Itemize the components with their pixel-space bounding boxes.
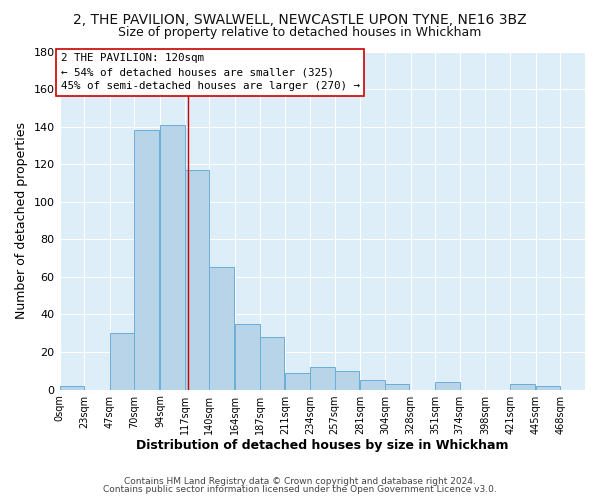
Bar — [310, 367, 335, 390]
Text: Size of property relative to detached houses in Whickham: Size of property relative to detached ho… — [118, 26, 482, 39]
Bar — [209, 268, 234, 390]
X-axis label: Distribution of detached houses by size in Whickham: Distribution of detached houses by size … — [136, 440, 509, 452]
Text: 2, THE PAVILION, SWALWELL, NEWCASTLE UPON TYNE, NE16 3BZ: 2, THE PAVILION, SWALWELL, NEWCASTLE UPO… — [73, 12, 527, 26]
Bar — [510, 384, 535, 390]
Bar — [110, 333, 134, 390]
Bar — [260, 337, 284, 390]
Y-axis label: Number of detached properties: Number of detached properties — [15, 122, 28, 319]
Bar — [185, 170, 209, 390]
Text: Contains HM Land Registry data © Crown copyright and database right 2024.: Contains HM Land Registry data © Crown c… — [124, 477, 476, 486]
Text: Contains public sector information licensed under the Open Government Licence v3: Contains public sector information licen… — [103, 484, 497, 494]
Bar — [536, 386, 560, 390]
Bar — [385, 384, 409, 390]
Text: 2 THE PAVILION: 120sqm
← 54% of detached houses are smaller (325)
45% of semi-de: 2 THE PAVILION: 120sqm ← 54% of detached… — [61, 54, 359, 92]
Bar — [335, 371, 359, 390]
Bar — [59, 386, 84, 390]
Bar — [235, 324, 260, 390]
Bar — [134, 130, 159, 390]
Bar — [360, 380, 385, 390]
Bar — [160, 125, 185, 390]
Bar — [286, 372, 310, 390]
Bar — [435, 382, 460, 390]
